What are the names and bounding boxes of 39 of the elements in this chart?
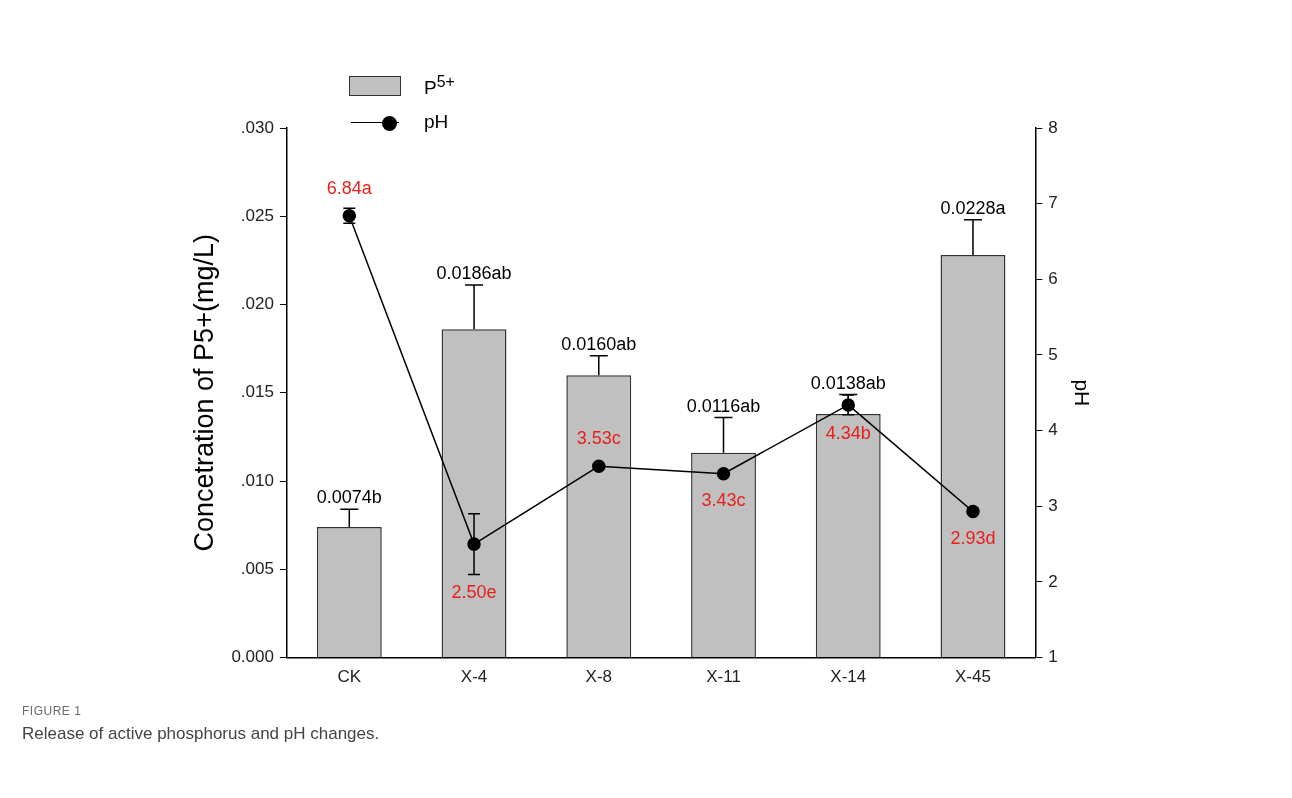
data-label: 3.53c (576, 428, 621, 449)
y-tick-label: .005 (240, 559, 274, 579)
y2-tick-label: 4 (1048, 420, 1058, 440)
caption: FIGURE 1 (22, 704, 83, 718)
y2-axis-title: pH (1070, 379, 1094, 407)
y-tick-label: .025 (240, 205, 274, 225)
y-tick-label: .020 (240, 294, 274, 314)
text: Release of active phosphorus and pH changes. (22, 724, 380, 744)
y2-tick-label: 8 (1048, 117, 1058, 137)
legend-label: P$^{5+}$ (424, 72, 455, 100)
data-label: 0.0138ab (810, 372, 886, 393)
x-tick-label: X-14 (830, 667, 867, 687)
y-tick-label: 0.000 (231, 647, 274, 667)
data-label: 3.43c (701, 489, 746, 510)
x-tick-label: X-11 (706, 667, 741, 687)
y2-tick-label: 3 (1048, 495, 1058, 515)
data-label: 0.0228a (940, 197, 1007, 218)
data-label: 2.93d (950, 527, 996, 548)
y-tick-label: .010 (240, 470, 274, 490)
y2-tick-label: 2 (1048, 571, 1058, 591)
data-label: 0.0116ab (686, 395, 761, 416)
y-tick-label: .030 (240, 117, 274, 137)
x-tick-label: X-45 (955, 667, 991, 687)
y2-tick-label: 6 (1048, 269, 1058, 288)
y2-tick-label: 7 (1048, 193, 1058, 213)
data-label: 0.0160ab (561, 333, 637, 354)
x-tick-label: X-4 (460, 667, 488, 687)
y-tick-label: .015 (240, 382, 274, 402)
data-label: 0.0186ab (436, 263, 512, 284)
data-label: 4.34b (825, 422, 871, 443)
x-tick-label: CK (337, 667, 362, 687)
x-tick-label: X-8 (585, 667, 613, 687)
data-label: 6.84a (326, 177, 373, 198)
data-label: 2.50e (451, 582, 497, 603)
legend-label: pH (424, 111, 449, 133)
y2-tick-label: 1 (1048, 647, 1058, 667)
y2-tick-label: 5 (1048, 344, 1058, 364)
data-label: 0.0074b (316, 487, 382, 508)
y-axis-title: Concetration of P5+(mg/L) (188, 234, 219, 552)
